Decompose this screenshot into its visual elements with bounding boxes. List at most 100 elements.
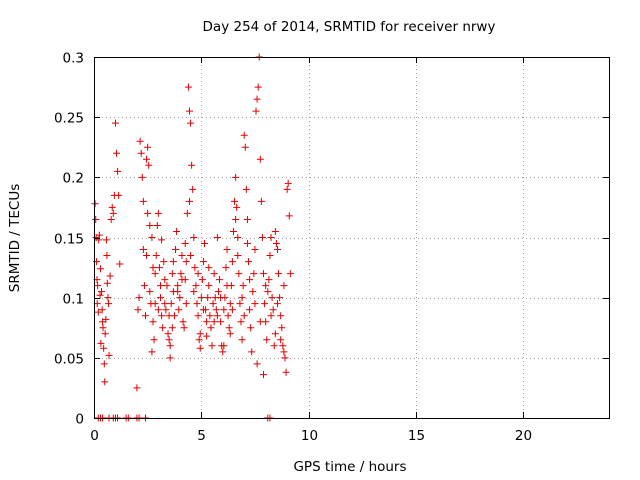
- data-point: [271, 330, 279, 338]
- grid-lines: [94, 57, 609, 418]
- data-point: [100, 344, 108, 352]
- data-point: [148, 348, 156, 356]
- data-point: [240, 131, 248, 139]
- data-point: [107, 215, 115, 223]
- data-point: [105, 300, 113, 308]
- data-point: [99, 324, 107, 332]
- data-point: [174, 288, 182, 296]
- data-point: [284, 179, 292, 187]
- data-point: [106, 272, 114, 280]
- data-point: [216, 276, 224, 284]
- data-point: [225, 324, 233, 332]
- data-point: [268, 294, 276, 302]
- data-point: [101, 378, 109, 386]
- data-point: [159, 324, 167, 332]
- data-point: [226, 300, 234, 308]
- data-point: [228, 258, 236, 266]
- data-point: [234, 234, 242, 241]
- data-point: [144, 209, 152, 217]
- data-point: [176, 294, 184, 302]
- data-point: [101, 330, 109, 338]
- data-point: [196, 344, 204, 352]
- data-point: [163, 282, 171, 290]
- data-point: [189, 185, 197, 193]
- x-tick-label: 15: [408, 428, 425, 444]
- data-point: [243, 240, 251, 248]
- data-point: [228, 306, 236, 314]
- data-point: [256, 155, 264, 163]
- data-point: [256, 318, 264, 326]
- data-point: [158, 312, 166, 320]
- y-axis-label: SRMTID / TECUs: [7, 184, 23, 292]
- data-point: [94, 308, 102, 316]
- data-point: [115, 191, 123, 199]
- plot-frame: [94, 57, 610, 419]
- data-point: [166, 342, 174, 350]
- data-point: [267, 312, 275, 320]
- data-point: [205, 282, 213, 290]
- data-point: [266, 252, 274, 260]
- data-point: [204, 294, 212, 302]
- data-point: [194, 312, 202, 320]
- data-point: [206, 312, 214, 320]
- data-point: [251, 300, 259, 308]
- data-point: [260, 270, 268, 278]
- data-point: [102, 315, 110, 323]
- data-point: [214, 288, 222, 296]
- data-point: [95, 236, 103, 244]
- data-point: [165, 312, 173, 320]
- data-point: [238, 336, 246, 344]
- data-point: [96, 291, 104, 299]
- data-point: [223, 282, 231, 290]
- data-point: [280, 348, 288, 356]
- data-point: [92, 215, 100, 223]
- data-point: [116, 260, 124, 268]
- data-point: [247, 324, 255, 332]
- data-point: [201, 240, 209, 248]
- data-point: [98, 306, 106, 314]
- data-point: [180, 324, 188, 332]
- data-point: [175, 306, 183, 314]
- axis-ticks: [94, 57, 609, 419]
- data-point: [161, 276, 169, 284]
- data-point: [273, 246, 281, 254]
- data-point: [169, 258, 177, 266]
- data-point: [139, 246, 147, 254]
- data-point: [136, 137, 144, 145]
- data-point: [241, 143, 249, 151]
- data-point: [271, 227, 279, 235]
- data-point: [172, 246, 180, 254]
- y-tick-label: 0.3: [63, 51, 84, 67]
- x-axis-label: GPS time / hours: [293, 459, 406, 475]
- data-point: [134, 306, 142, 314]
- data-point: [149, 318, 157, 326]
- data-point: [105, 351, 113, 359]
- data-point: [282, 368, 290, 376]
- data-point: [219, 348, 227, 356]
- data-point: [168, 324, 176, 332]
- data-point: [100, 360, 108, 368]
- data-point: [253, 360, 261, 368]
- data-point: [111, 119, 119, 127]
- data-point: [113, 149, 121, 157]
- data-point: [217, 318, 225, 326]
- data-point: [199, 258, 207, 266]
- data-point: [103, 252, 111, 260]
- data-point: [254, 83, 262, 91]
- data-point: [155, 264, 163, 272]
- data-point: [250, 270, 258, 278]
- data-point: [276, 294, 284, 302]
- data-point: [195, 336, 203, 344]
- data-point: [164, 330, 172, 338]
- data-point: [146, 288, 154, 296]
- data-point: [196, 330, 204, 338]
- data-point: [162, 306, 170, 314]
- data-point: [246, 306, 254, 314]
- data-point: [173, 227, 181, 235]
- data-point: [192, 282, 200, 290]
- data-point: [245, 258, 252, 266]
- data-point: [133, 384, 141, 392]
- data-point: [161, 300, 169, 308]
- data-point: [281, 354, 289, 362]
- x-tick-labels: 0 5 10 15 20: [90, 428, 532, 444]
